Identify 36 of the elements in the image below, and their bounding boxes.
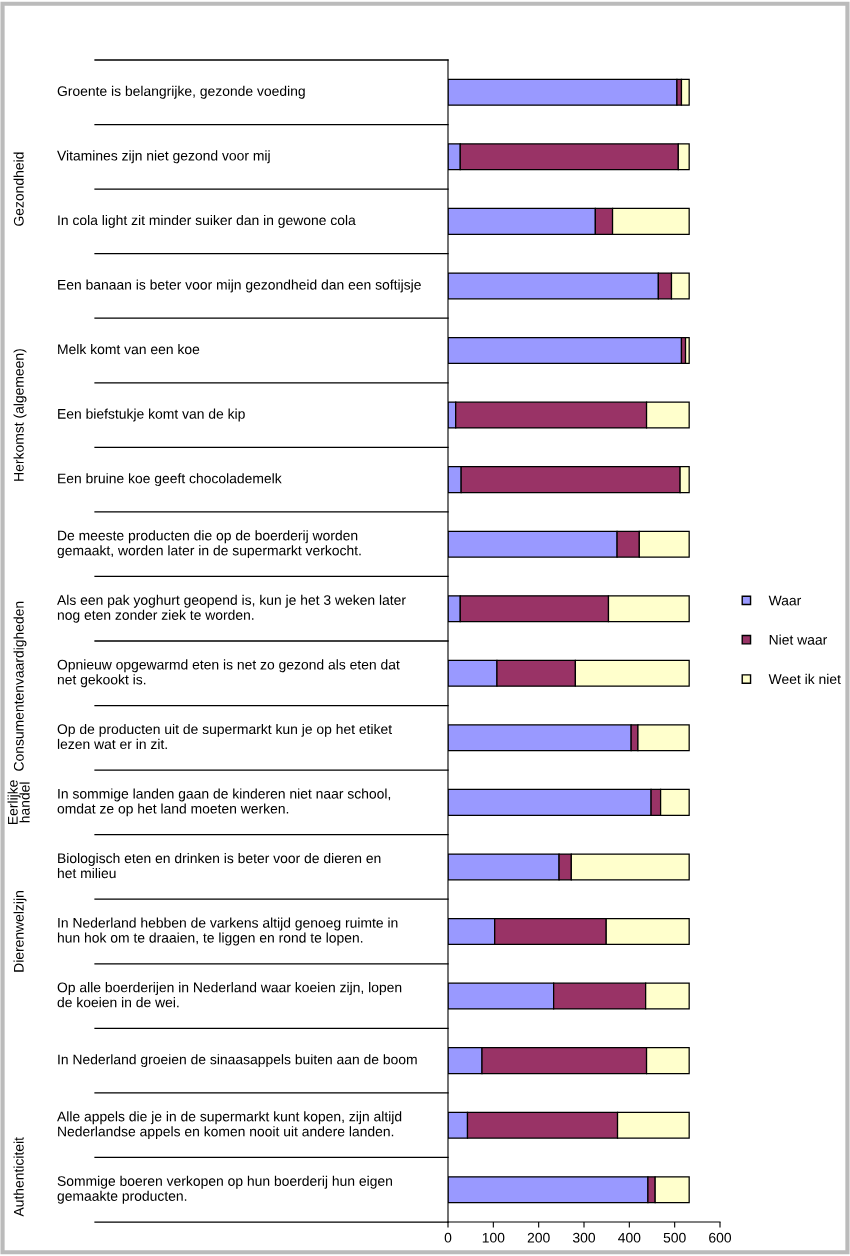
- x-tick-label: 100: [482, 1232, 505, 1243]
- y-tick-label: Biologisch eten en drinken is beter voor de dieren en het milieu: [57, 852, 381, 879]
- y-tick-label: Sommige boeren verkopen op hun boerderij hun eigen gemaakte producten.: [57, 1175, 392, 1204]
- x-tick-label: 0: [444, 1232, 452, 1243]
- legend-label: Weet ik niet: [768, 673, 841, 685]
- text: Dierenwelzijn: [13, 891, 27, 972]
- text: Consumentenvaardigheden: [13, 601, 27, 771]
- legend-label: Waar: [768, 595, 802, 606]
- text: Herkomst (algemeen): [13, 349, 27, 481]
- y-tick-label: In Nederland groeien de sinaasappels buiten aan de boom: [58, 1054, 417, 1068]
- y-tick-label: In Nederland hebben de varkens altijd genoeg ruimte in hun hok om te draaien, te liggen en rond te lopen.: [57, 917, 398, 946]
- y-tick-label: Groente is belangrijke, gezonde voeding: [57, 85, 305, 99]
- y-tick-label: Opnieuw opgewarmd eten is net zo gezond als eten dat net gekookt is.: [57, 659, 400, 688]
- text: Gezondheid: [13, 152, 24, 226]
- y-tick-label: Een bruine koe geeft chocolademelk: [58, 473, 282, 487]
- x-tick-label: 200: [527, 1232, 550, 1243]
- y-tick-label: Als een pak yoghurt geopend is, kun je het 3 weken later nog eten zonder ziek te worden.: [57, 594, 406, 623]
- y-tick-label: De meeste producten die op de boerderij worden gemaakt, worden later in de supermarkt verkocht.: [57, 530, 361, 559]
- bar: [680, 78, 690, 106]
- y-tick-label: Een banaan is beter voor mijn gezondheid dan een softijsje: [58, 279, 421, 293]
- y-tick-label: Een biefstukje komt van de kip: [58, 408, 245, 422]
- y-tick-label: In cola light zit minder suiker dan in gewone cola: [58, 214, 356, 228]
- x-tick-label: 500: [663, 1232, 686, 1243]
- text: Authenticiteit: [13, 1137, 24, 1217]
- y-tick-label: Op de producten uit de supermarkt kun je op het etiket lezen wat er in zit.: [57, 723, 392, 750]
- y-tick-label: Alle appels die je in de supermarkt kunt kopen, zijn altijd Nederlandse appels en komen nooit uit andere landen.: [57, 1111, 402, 1140]
- y-tick-label: Melk komt van een koe: [58, 344, 200, 355]
- bar: [684, 336, 690, 365]
- y-tick-label: Op alle boerderijen in Nederland waar koeien zijn, lopen de koeien in de wei.: [57, 982, 402, 1008]
- y-tick-label: In sommige landen gaan de kinderen niet naar school, omdat ze op het land moeten werken.: [57, 788, 391, 817]
- y-tick-label: Vitamines zijn niet gezond voor mij: [57, 150, 270, 164]
- text: Eerlijke handel: [7, 780, 30, 825]
- x-tick-label: 400: [618, 1232, 641, 1243]
- x-tick-label: 300: [572, 1232, 596, 1243]
- x-tick-label: 600: [709, 1232, 732, 1243]
- legend-label: Niet waar: [769, 634, 828, 645]
